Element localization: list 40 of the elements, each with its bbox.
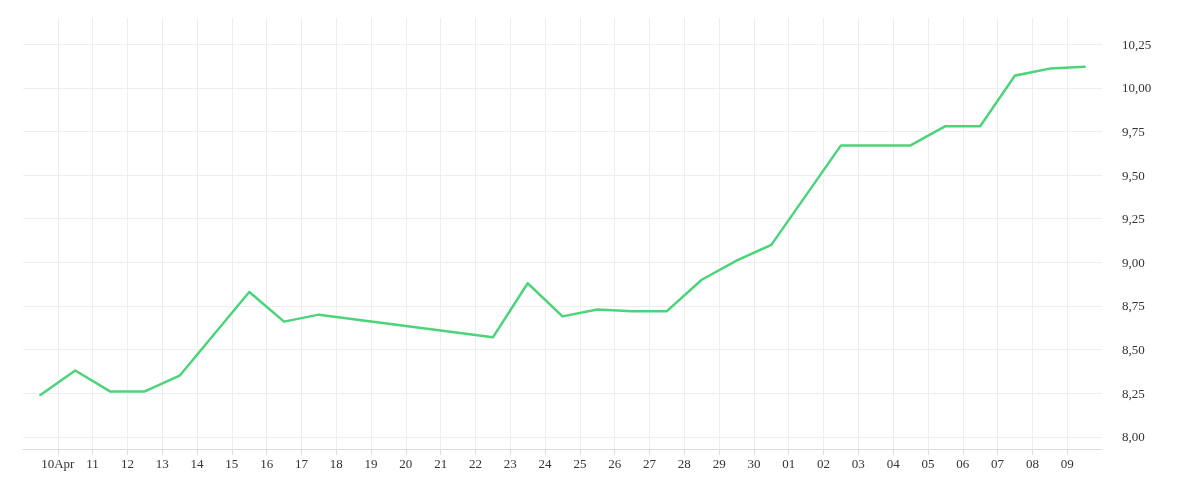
x-tick-label: 19 (364, 456, 378, 471)
x-tick-label: 09 (1060, 456, 1074, 471)
y-tick-label: 8,00 (1122, 429, 1145, 445)
x-tick-label: 14 (190, 456, 205, 471)
x-tick-label: 07 (991, 456, 1005, 471)
x-tick-label: 27 (643, 456, 657, 471)
x-tick-label: 23 (503, 456, 517, 471)
x-tick-label: 18 (329, 456, 343, 471)
y-tick-label: 10,00 (1122, 80, 1152, 96)
x-tick-label: 01 (782, 456, 796, 471)
x-tick-label: 06 (956, 456, 970, 471)
x-tick-label: 04 (886, 456, 901, 471)
y-tick-label: 9,25 (1122, 211, 1145, 227)
y-tick-label: 9,00 (1122, 254, 1145, 270)
x-tick-label: 13 (155, 456, 169, 471)
x-tick-label: 28 (677, 456, 691, 471)
y-tick-label: 8,75 (1122, 298, 1145, 314)
x-tick-label: 10Apr (41, 456, 76, 471)
y-tick-label: 9,75 (1122, 123, 1145, 139)
x-tick-label: 24 (538, 456, 553, 471)
y-tick-label: 8,50 (1122, 342, 1145, 358)
x-tick-label: 30 (747, 456, 761, 471)
x-tick-label: 26 (608, 456, 622, 471)
x-tick-label: 15 (225, 456, 239, 471)
x-tick-label: 12 (120, 456, 134, 471)
y-tick-label: 8,25 (1122, 385, 1145, 401)
x-tick-label: 20 (399, 456, 413, 471)
x-tick-label: 08 (1025, 456, 1039, 471)
x-tick-label: 05 (921, 456, 935, 471)
x-tick-label: 03 (851, 456, 865, 471)
x-tick-label: 22 (468, 456, 482, 471)
x-tick-label: 29 (712, 456, 726, 471)
x-tick-label: 16 (260, 456, 274, 471)
y-tick-label: 10,25 (1122, 36, 1152, 52)
y-tick-label: 9,50 (1122, 167, 1145, 183)
x-tick-label: 11 (86, 456, 99, 471)
x-tick-label: 02 (817, 456, 831, 471)
x-tick-label: 25 (573, 456, 587, 471)
x-tick-label: 17 (294, 456, 309, 471)
x-tick-label: 21 (434, 456, 448, 471)
